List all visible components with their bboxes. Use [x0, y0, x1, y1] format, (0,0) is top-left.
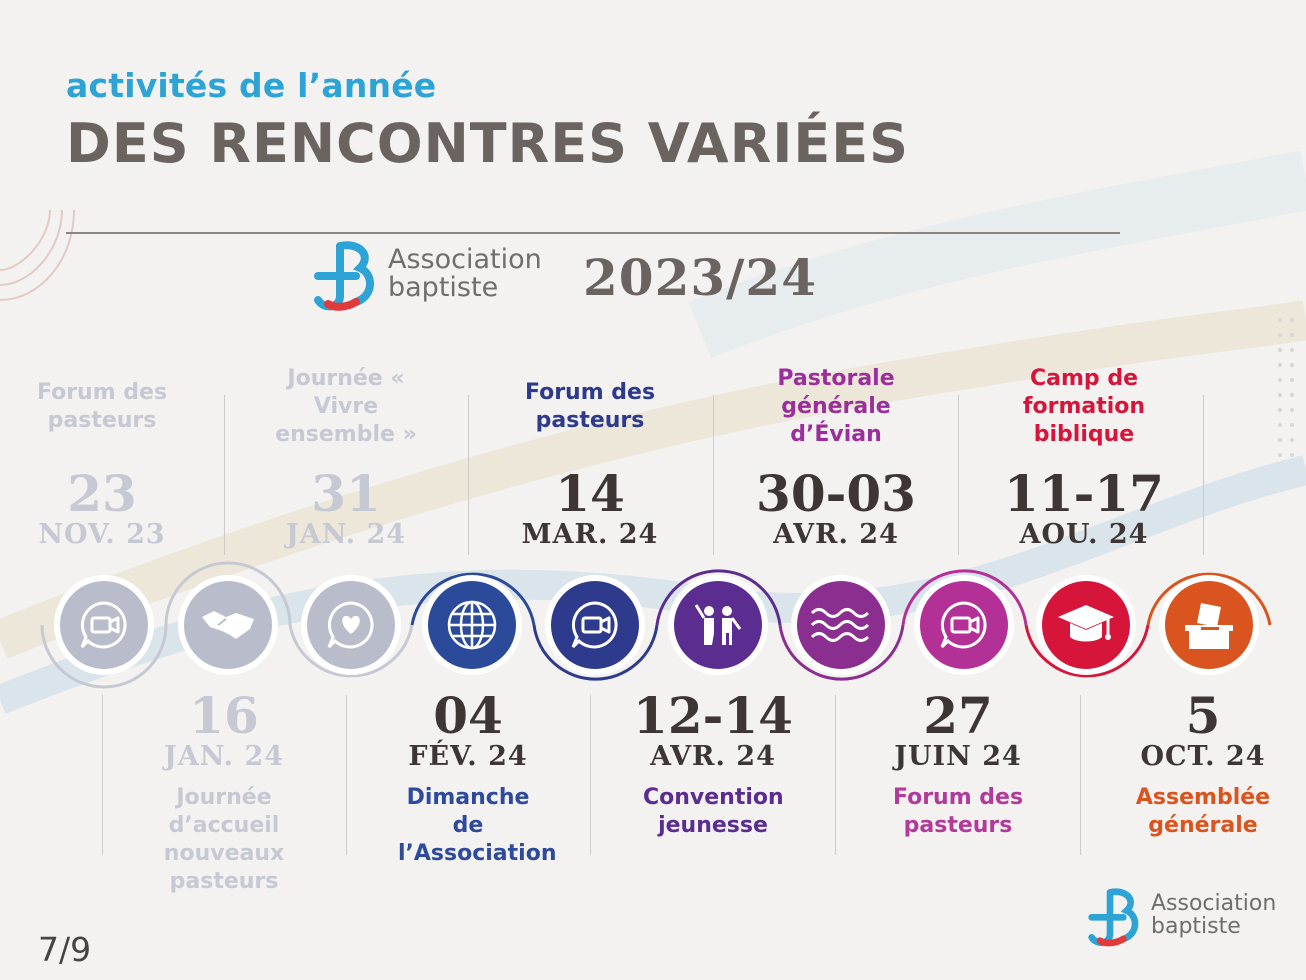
- association-logo: Association baptiste: [310, 238, 560, 318]
- waves-icon: [797, 581, 885, 669]
- page-subtitle: activités de l’année: [66, 66, 437, 105]
- event-month: AVR. 24: [773, 519, 899, 550]
- event-month: NOV. 23: [38, 519, 166, 550]
- logo-line1: Association: [388, 244, 542, 275]
- event-day: 11-17: [1004, 464, 1164, 523]
- logo-mark-icon: [1088, 888, 1139, 947]
- video-chat-icon: [551, 581, 639, 669]
- children-icon: [674, 581, 762, 669]
- video-chat-icon: [920, 581, 1008, 669]
- bottom-event: 12-14 AVR. 24 Convention jeunesse: [593, 690, 833, 840]
- bottom-event: 04 FÉV. 24 Dimanche de l’Association: [348, 690, 588, 868]
- top-event: Forum des pasteurs 23 NOV. 23: [0, 362, 222, 550]
- logo-line2: baptiste: [388, 272, 499, 304]
- event-label: Journée d’accueil nouveaux pasteurs: [163, 785, 285, 894]
- page-title: DES RENCONTRES VARIÉES: [66, 112, 910, 175]
- title-divider: [66, 232, 1120, 234]
- event-day: 12-14: [633, 686, 793, 745]
- event-label: Forum des pasteurs: [524, 380, 656, 433]
- divider: [958, 395, 959, 555]
- top-event: Pastorale générale d’Évian 30-03 AVR. 24: [716, 362, 956, 550]
- divider: [224, 395, 225, 555]
- event-day: 27: [923, 686, 993, 745]
- event-day: 5: [1185, 686, 1221, 745]
- association-logo-footer: Association baptiste: [1085, 884, 1295, 954]
- event-label: Assemblée générale: [1135, 785, 1271, 838]
- event-month: JAN. 24: [163, 741, 285, 772]
- globe-icon: [428, 581, 516, 669]
- event-month: FÉV. 24: [408, 741, 528, 772]
- event-day: 14: [555, 464, 625, 523]
- event-label: Camp de formation biblique: [1022, 366, 1146, 447]
- top-event: Forum des pasteurs 14 MAR. 24: [470, 362, 710, 550]
- event-day: 04: [433, 686, 503, 745]
- ballot-box-icon: [1165, 581, 1253, 669]
- logo-mark-icon: [314, 241, 374, 311]
- video-chat-icon: [60, 581, 148, 669]
- divider: [102, 695, 103, 855]
- divider: [1203, 395, 1204, 555]
- top-event: Camp de formation biblique 11-17 AOU. 24: [964, 362, 1204, 550]
- divider: [590, 695, 591, 855]
- divider: [468, 395, 469, 555]
- event-day: 31: [311, 464, 381, 523]
- event-month: AOU. 24: [1019, 519, 1149, 550]
- event-label: Journée « Vivre ensemble »: [275, 366, 417, 447]
- divider: [713, 395, 714, 555]
- event-month: JUIN 24: [894, 741, 1022, 772]
- logo-line2: baptiste: [1151, 914, 1241, 940]
- heart-bubble-icon: [307, 581, 395, 669]
- divider: [1080, 695, 1081, 855]
- event-label: Forum des pasteurs: [892, 785, 1024, 838]
- event-month: JAN. 24: [285, 519, 407, 550]
- divider: [835, 695, 836, 855]
- logo-line1: Association: [1151, 891, 1277, 916]
- event-month: OCT. 24: [1140, 741, 1266, 772]
- event-label: Forum des pasteurs: [36, 380, 168, 433]
- event-day: 16: [189, 686, 259, 745]
- event-label: Pastorale générale d’Évian: [777, 366, 895, 447]
- bottom-event: 5 OCT. 24 Assemblée générale: [1083, 690, 1306, 840]
- year-label: 2023/24: [583, 248, 818, 307]
- event-label: Dimanche de l’Association: [398, 785, 557, 866]
- page-number: 7/9: [38, 930, 92, 969]
- bottom-event: 16 JAN. 24 Journée d’accueil nouveaux past…: [104, 690, 344, 896]
- event-month: MAR. 24: [521, 519, 659, 550]
- handshake-icon: [184, 581, 272, 669]
- top-event: Journée « Vivre ensemble » 31 JAN. 24: [226, 362, 466, 550]
- event-month: AVR. 24: [650, 741, 776, 772]
- event-day: 30-03: [756, 464, 916, 523]
- divider: [346, 695, 347, 855]
- event-label: Convention jeunesse: [643, 785, 784, 838]
- graduation-cap-icon: [1042, 581, 1130, 669]
- event-day: 23: [67, 464, 137, 523]
- bottom-event: 27 JUIN 24 Forum des pasteurs: [838, 690, 1078, 840]
